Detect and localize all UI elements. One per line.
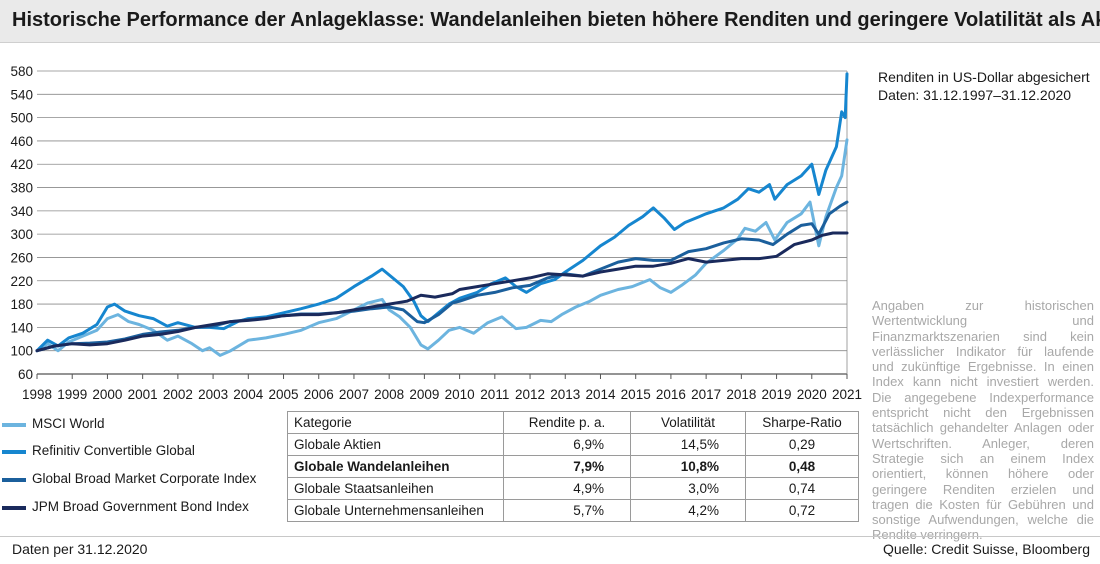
table-row: Globale Aktien 6,9% 14,5% 0,29 [287, 433, 859, 456]
x-tick-label: 2016 [656, 387, 686, 402]
note-currency: Renditen in US-Dollar abgesichert [878, 69, 1090, 85]
table-header: Sharpe-Ratio [745, 411, 859, 434]
x-tick-label: 1998 [22, 387, 52, 402]
table-cell: 3,0% [630, 477, 746, 500]
table-header: Volatilität [630, 411, 746, 434]
x-tick-label: 2018 [726, 387, 756, 402]
x-tick-label: 2004 [233, 387, 264, 402]
table-cell: 5,7% [503, 499, 631, 522]
table-cell: 14,5% [630, 433, 746, 456]
table-header-row: Kategorie Rendite p. a. Volatilität Shar… [287, 411, 859, 434]
table-cell: 10,8% [630, 455, 746, 478]
y-tick-label: 300 [10, 227, 33, 242]
x-tick-label: 2006 [304, 387, 334, 402]
x-tick-label: 2002 [163, 387, 193, 402]
footer-divider [0, 536, 1100, 537]
disclaimer-text: Angaben zur historischen Wertentwicklung… [872, 298, 1094, 543]
table-cell: 0,74 [745, 477, 859, 500]
legend-label: Global Broad Market Corporate Index [32, 471, 257, 486]
x-tick-label: 2000 [92, 387, 122, 402]
x-tick-label: 2017 [691, 387, 721, 402]
legend-swatch [2, 423, 26, 427]
x-tick-label: 2005 [268, 387, 298, 402]
x-tick-label: 2020 [797, 387, 827, 402]
table-cell: 7,9% [503, 455, 631, 478]
x-tick-label: 2012 [515, 387, 545, 402]
legend-label: Refinitiv Convertible Global [32, 443, 195, 458]
y-tick-label: 460 [10, 134, 33, 149]
footer-source: Quelle: Credit Suisse, Bloomberg [883, 541, 1090, 557]
y-tick-label: 180 [10, 297, 33, 312]
table-cell: 4,9% [503, 477, 631, 500]
legend-label: JPM Broad Government Bond Index [32, 499, 249, 514]
x-tick-label: 2008 [374, 387, 404, 402]
note-date-range: Daten: 31.12.1997–31.12.2020 [878, 87, 1072, 103]
y-tick-label: 340 [10, 204, 33, 219]
table-header: Rendite p. a. [503, 411, 631, 434]
y-tick-label: 100 [10, 344, 33, 359]
line-chart: 60 100 140 180 220 260 300 340 380 420 460 500 540 58… [10, 64, 862, 402]
y-tick-label: 500 [10, 111, 33, 126]
y-tick-label: 220 [10, 274, 33, 289]
y-tick-label: 580 [10, 64, 33, 79]
legend-label: MSCI World [32, 416, 105, 431]
y-tick-label: 140 [10, 320, 33, 335]
x-tick-label: 2001 [128, 387, 158, 402]
table-row: Globale Wandelanleihen 7,9% 10,8% 0,48 [287, 455, 859, 478]
series-line-3 [35, 231, 849, 353]
x-tick-label: 2003 [198, 387, 228, 402]
series-line-2 [35, 200, 849, 353]
table-cell: Globale Wandelanleihen [287, 455, 504, 478]
table-cell: 0,48 [745, 455, 859, 478]
x-tick-label: 2019 [762, 387, 792, 402]
series-line-1 [35, 72, 849, 353]
legend-swatch [2, 450, 26, 454]
y-tick-label: 60 [18, 367, 33, 382]
x-tick-label: 1999 [57, 387, 87, 402]
x-tick-label: 2021 [832, 387, 862, 402]
x-tick-label: 2011 [480, 387, 509, 402]
legend-swatch [2, 478, 26, 482]
footer-date: Daten per 31.12.2020 [12, 541, 148, 557]
table-cell: 6,9% [503, 433, 631, 456]
page-title: Historische Performance der Anlageklasse… [12, 9, 1100, 31]
x-tick-label: 2007 [339, 387, 369, 402]
y-tick-label: 380 [10, 181, 33, 196]
table-row: Globale Unternehmensanleihen 5,7% 4,2% 0… [287, 499, 859, 522]
series-line-0 [35, 138, 849, 357]
table-cell: 4,2% [630, 499, 746, 522]
chart-note: Renditen in US-Dollar abgesichert Daten:… [878, 68, 1090, 104]
x-tick-label: 2014 [585, 387, 616, 402]
table-cell: 0,29 [745, 433, 859, 456]
table-cell: Globale Unternehmensanleihen [287, 499, 504, 522]
table-cell: Globale Aktien [287, 433, 504, 456]
x-tick-label: 2010 [445, 387, 475, 402]
performance-table: Kategorie Rendite p. a. Volatilität Shar… [287, 411, 859, 522]
table-cell: 0,72 [745, 499, 859, 522]
legend-swatch [2, 506, 26, 510]
y-tick-label: 260 [10, 250, 33, 265]
title-bar: Historische Performance der Anlageklasse… [0, 0, 1100, 43]
table-row: Globale Staatsanleihen 4,9% 3,0% 0,74 [287, 477, 859, 500]
table-header: Kategorie [287, 411, 504, 434]
table-cell: Globale Staatsanleihen [287, 477, 504, 500]
x-tick-label: 2009 [409, 387, 439, 402]
y-tick-label: 540 [10, 87, 33, 102]
y-tick-label: 420 [10, 157, 33, 172]
x-tick-label: 2015 [621, 387, 651, 402]
x-tick-label: 2013 [550, 387, 580, 402]
